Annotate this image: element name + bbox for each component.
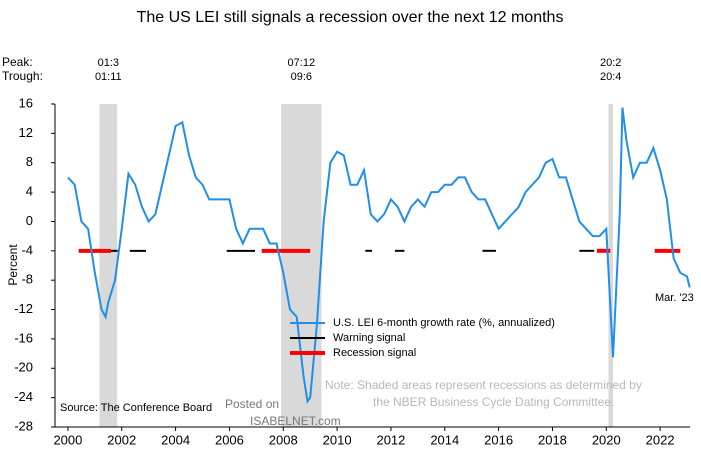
trough-date: 09:6	[291, 71, 312, 83]
legend-label: U.S. LEI 6-month growth rate (%, annuali…	[333, 317, 555, 329]
x-tick-label: 2000	[53, 432, 82, 447]
source: Source: The Conference Board	[60, 402, 212, 414]
x-tick-label: 2008	[269, 432, 298, 447]
y-tick-label: 8	[26, 154, 33, 169]
x-tick-label: 2004	[161, 432, 190, 447]
y-tick-label: -28	[14, 418, 33, 433]
y-tick-label: 16	[19, 95, 33, 110]
watermark: ISABELNET.com	[250, 414, 341, 428]
y-tick-label: -24	[14, 389, 33, 404]
chart-title: The US LEI still signals a recession ove…	[137, 9, 564, 26]
x-tick-label: 2006	[215, 432, 244, 447]
y-tick-label: -20	[14, 360, 33, 375]
x-tick-label: 2022	[646, 432, 675, 447]
peak-label: Peak:	[2, 55, 33, 69]
y-tick-label: 12	[19, 125, 33, 140]
trough-label: Trough:	[2, 69, 43, 83]
x-tick-label: 2002	[107, 432, 136, 447]
y-tick-label: -4	[21, 242, 33, 257]
end-label: Mar. '23	[655, 292, 694, 304]
legend-label: Recession signal	[333, 347, 416, 359]
x-tick-label: 2018	[538, 432, 567, 447]
x-tick-label: 2016	[484, 432, 513, 447]
watermark: Posted on	[225, 397, 279, 411]
trough-date: 01:11	[95, 71, 122, 83]
trough-date: 20:4	[600, 71, 621, 83]
y-tick-label: -12	[14, 301, 33, 316]
note: the NBER Business Cycle Dating Committee…	[373, 395, 614, 409]
y-tick-label: 4	[26, 184, 33, 199]
recession-band	[99, 104, 118, 427]
peak-date: 01:3	[98, 57, 119, 69]
x-tick-label: 2014	[430, 432, 459, 447]
recession-band	[281, 104, 322, 427]
peak-date: 07:12	[288, 57, 316, 69]
series-line	[67, 107, 691, 404]
note: Note: Shaded areas represent recessions …	[325, 378, 642, 392]
x-tick-label: 2012	[376, 432, 405, 447]
y-tick-label: -16	[14, 330, 33, 345]
y-axis-label: Percent	[6, 244, 20, 286]
x-tick-label: 2010	[323, 432, 352, 447]
peak-date: 20:2	[600, 57, 621, 69]
x-tick-label: 2020	[592, 432, 621, 447]
recession-band	[608, 104, 614, 427]
y-tick-label: -8	[21, 272, 33, 287]
legend-label: Warning signal	[333, 332, 405, 344]
y-tick-label: 0	[26, 213, 33, 228]
